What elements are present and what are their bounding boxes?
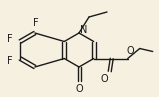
Text: O: O [75, 84, 83, 94]
Text: N: N [80, 25, 88, 35]
Text: O: O [127, 46, 135, 56]
Text: F: F [7, 35, 13, 45]
Text: F: F [33, 18, 39, 28]
Text: O: O [101, 74, 109, 84]
Text: F: F [7, 55, 13, 65]
